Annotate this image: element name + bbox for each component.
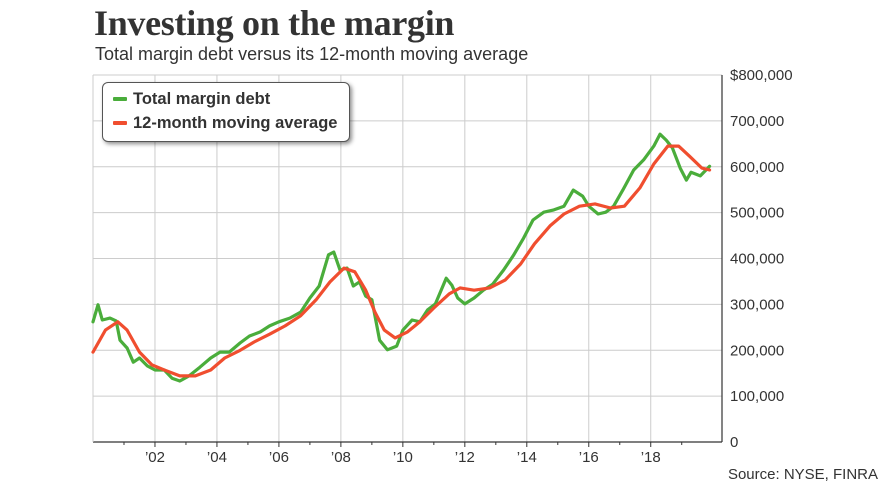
- series: [91, 132, 712, 383]
- legend-swatch-red: [113, 121, 127, 125]
- y-tick-label: 300,000: [730, 296, 784, 313]
- y-tick-label: 0: [730, 434, 738, 451]
- y-tick-label: 400,000: [730, 251, 784, 268]
- legend-swatch-green: [113, 97, 127, 101]
- legend: Total margin debt 12-month moving averag…: [102, 82, 350, 142]
- x-tick-label: ’18: [641, 449, 661, 466]
- x-tick-label: ’08: [331, 449, 351, 466]
- x-tick-label: ’10: [393, 449, 413, 466]
- y-tick-label: 500,000: [730, 205, 784, 222]
- legend-item-moving-average: 12-month moving average: [113, 112, 337, 134]
- y-tick-label: $800,000: [730, 67, 793, 84]
- y-tick-label: 700,000: [730, 113, 784, 130]
- legend-item-total-margin-debt: Total margin debt: [113, 88, 270, 110]
- y-tick-label: 200,000: [730, 342, 784, 359]
- x-tick-label: ’06: [269, 449, 289, 466]
- series-line-moving-average: [91, 144, 712, 378]
- series-line-total-margin-debt: [91, 132, 712, 383]
- tick-labels: 0 100,000 200,000 300,000 400,000 500,000 600,…: [145, 67, 793, 466]
- chart-title: Investing on the margin: [94, 3, 455, 43]
- legend-label: Total margin debt: [133, 89, 271, 108]
- legend-label: 12-month moving average: [133, 113, 338, 132]
- x-tick-label: ’04: [207, 449, 227, 466]
- x-tick-label: ’14: [517, 449, 537, 466]
- y-tick-label: 100,000: [730, 388, 784, 405]
- axes: [92, 75, 723, 447]
- y-tick-label: 600,000: [730, 159, 784, 176]
- x-tick-label: ’02: [145, 449, 165, 466]
- source-note: Source: NYSE, FINRA: [727, 466, 878, 483]
- x-tick-label: ’12: [455, 449, 475, 466]
- x-tick-label: ’16: [579, 449, 599, 466]
- chart-subtitle: Total margin debt versus its 12-month mo…: [95, 44, 529, 64]
